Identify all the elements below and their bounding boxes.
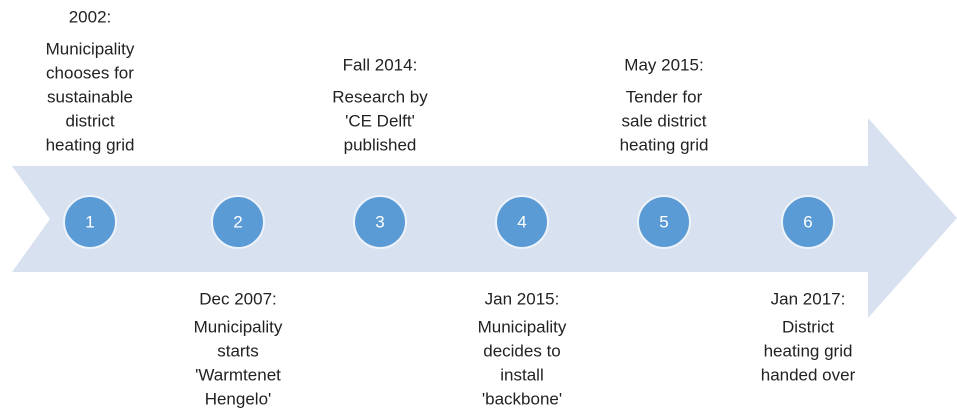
event-description-line: Tender for: [626, 87, 703, 106]
step-circle: [495, 195, 549, 249]
event-description-line: Municipality: [478, 317, 567, 336]
event-date: May 2015:: [624, 55, 703, 74]
step-number: 2: [233, 212, 242, 231]
step-number: 5: [659, 212, 668, 231]
event-description-line: published: [344, 135, 417, 154]
event-description-line: handed over: [761, 365, 856, 384]
event-description-line: sale district: [621, 111, 706, 130]
event-date: 2002:: [69, 7, 112, 26]
step-number: 1: [85, 212, 94, 231]
event-description-line: 'backbone': [482, 389, 562, 408]
event-description-line: heating grid: [620, 135, 709, 154]
event-description-line: Research by: [332, 87, 428, 106]
event-description-line: chooses for: [46, 63, 134, 82]
event-description-line: sustainable: [47, 87, 133, 106]
event-date: Jan 2017:: [771, 289, 846, 308]
step-circle: [353, 195, 407, 249]
event-description-line: decides to: [483, 341, 561, 360]
step-number: 6: [803, 212, 812, 231]
event-date: Dec 2007:: [199, 289, 277, 308]
event-description-line: Municipality: [46, 39, 135, 58]
event-description-line: starts: [217, 341, 259, 360]
step-circle: [63, 195, 117, 249]
event-date: Fall 2014:: [343, 55, 418, 74]
event-description-line: install: [500, 365, 543, 384]
event-description-line: Hengelo': [205, 389, 272, 408]
event-description-line: Municipality: [194, 317, 283, 336]
step-circle: [211, 195, 265, 249]
step-circle: [781, 195, 835, 249]
event-description-line: district: [65, 111, 114, 130]
event-date: Jan 2015:: [485, 289, 560, 308]
step-number: 3: [375, 212, 384, 231]
event-description-line: heating grid: [46, 135, 135, 154]
event-description-line: District: [782, 317, 834, 336]
event-description-line: 'CE Delft': [345, 111, 415, 130]
step-number: 4: [517, 212, 526, 231]
step-circle: [637, 195, 691, 249]
event-description-line: 'Warmtenet: [195, 365, 281, 384]
timeline-arrow: [12, 118, 957, 318]
event-description-line: heating grid: [764, 341, 853, 360]
